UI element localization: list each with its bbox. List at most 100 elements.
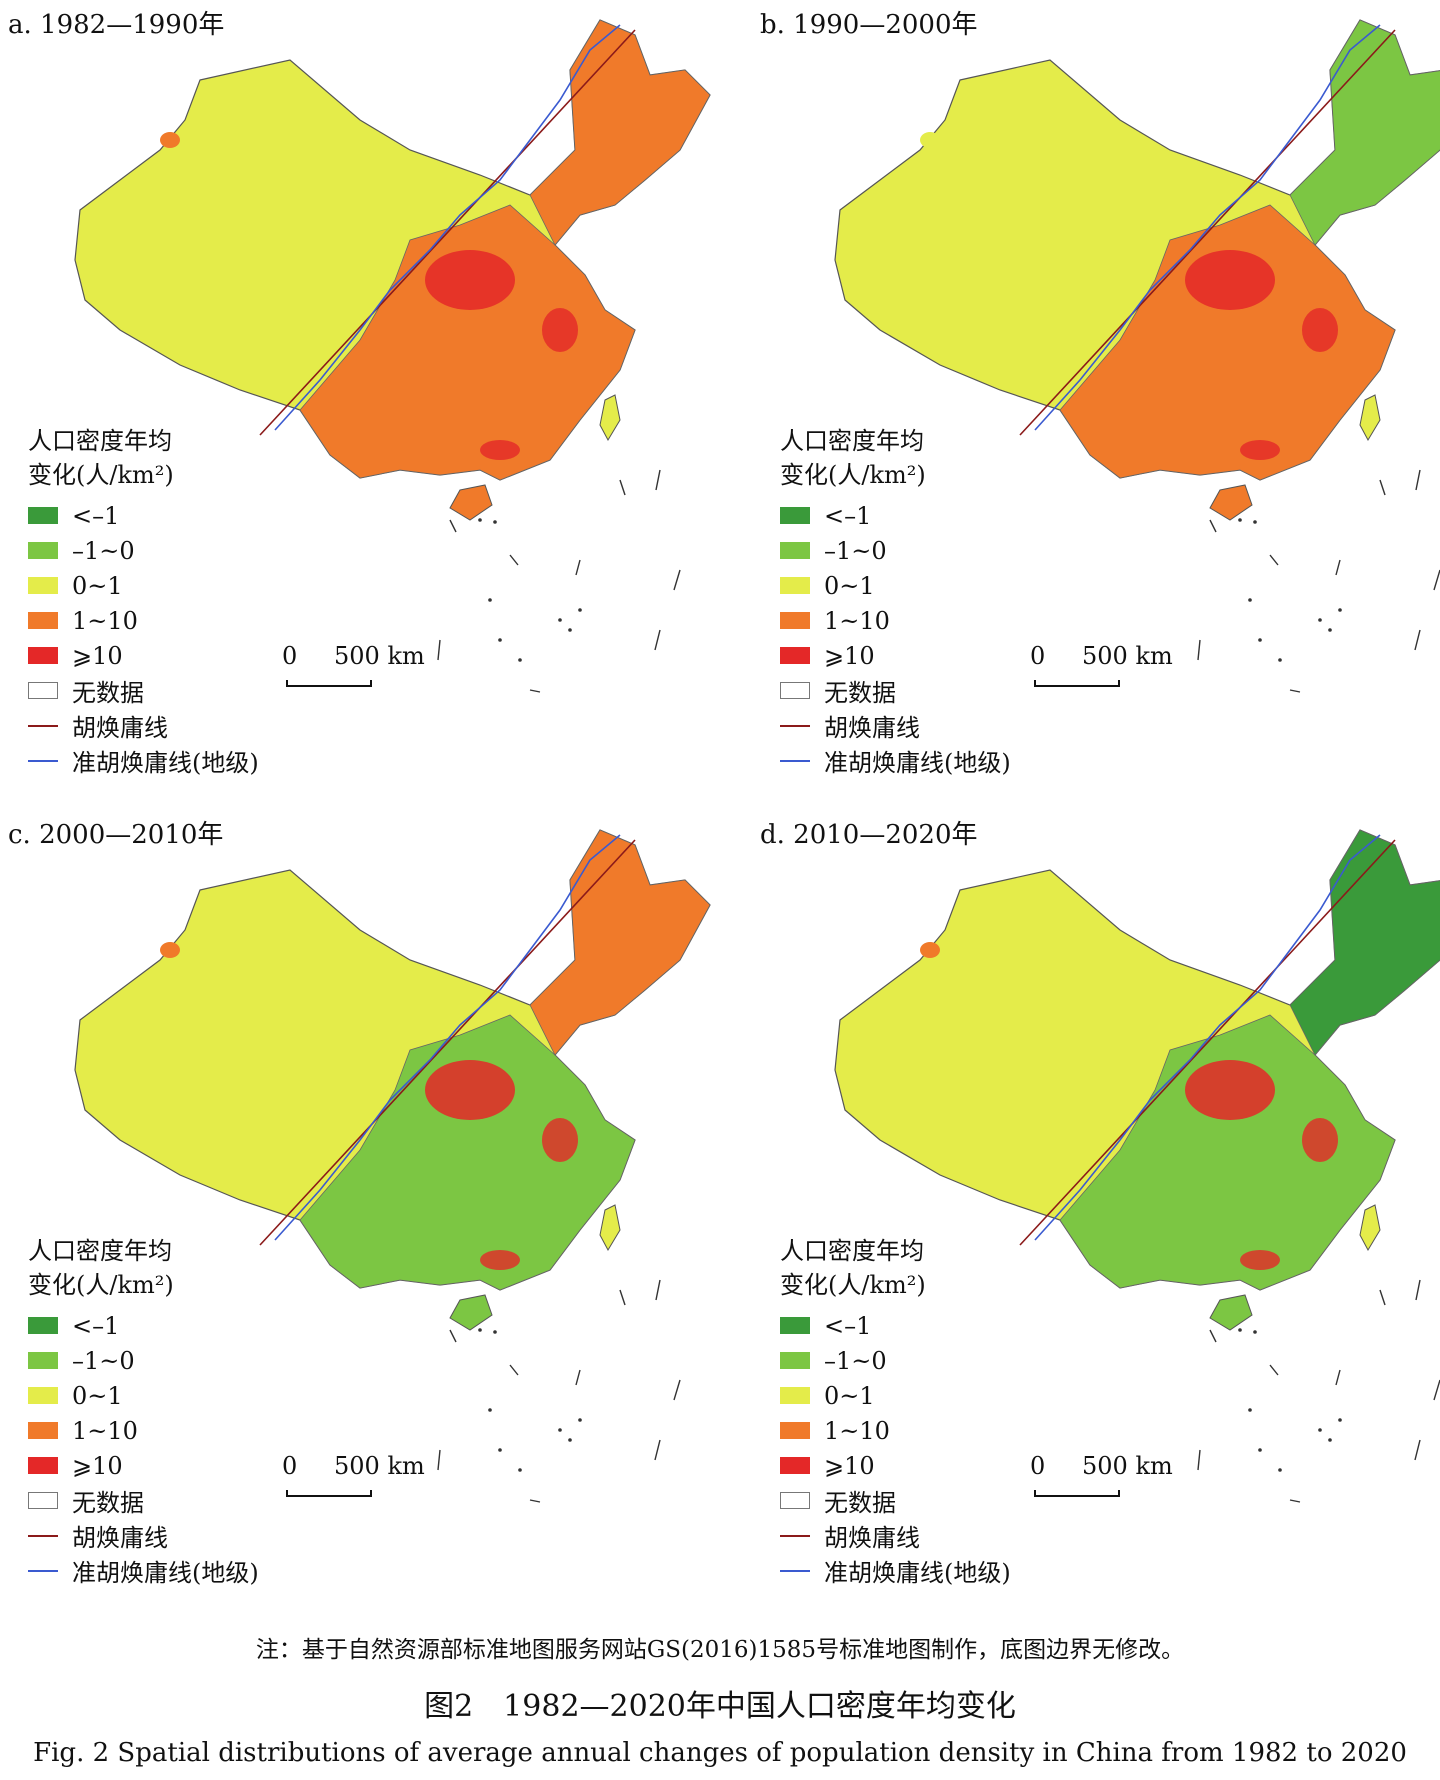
island-dot	[1238, 518, 1242, 522]
scale-distance: 500 km	[1082, 642, 1173, 670]
legend-label: –1~0	[824, 1346, 887, 1375]
scale-zero: 0	[282, 642, 298, 670]
island-dot	[1238, 1328, 1242, 1332]
high-growth-cluster	[1185, 250, 1275, 310]
legend-label: 胡焕庸线	[824, 1524, 920, 1552]
island-dot	[1253, 1330, 1257, 1334]
legend-label: –1~0	[824, 536, 887, 565]
legend-swatch	[28, 682, 58, 699]
island-dot	[498, 1448, 502, 1452]
high-growth-cluster	[425, 1060, 515, 1120]
island-mark	[1415, 1279, 1421, 1301]
scale-distance: 500 km	[334, 1452, 425, 1480]
scale-distance: 500 km	[1082, 1452, 1173, 1480]
island-dot	[493, 520, 497, 524]
south-china-sea-islands	[1197, 1279, 1440, 1503]
legend-swatch	[780, 1387, 810, 1404]
china-map-d	[834, 829, 1440, 1503]
hainan-island	[1209, 1294, 1253, 1331]
island-dot	[1318, 618, 1322, 622]
island-mark	[1269, 1364, 1279, 1376]
island-mark	[1197, 639, 1201, 661]
scale-bar-d: 0 500 km	[1030, 1452, 1230, 1502]
legend-a: 人口密度年均 变化(人/km²) <–1 –1~0 0~1 1~10 ⩾10 无数据 胡焕庸…	[28, 424, 259, 778]
island-mark	[1379, 1289, 1386, 1306]
island-mark	[654, 629, 661, 651]
legend-label: 胡焕庸线	[824, 714, 920, 742]
scale-zero: 0	[282, 1452, 298, 1480]
legend-label: 无数据	[824, 679, 896, 707]
legend-label: 无数据	[72, 1489, 144, 1517]
legend-title-line1: 人口密度年均	[780, 1237, 924, 1265]
hainan-island	[449, 484, 493, 521]
legend-line-item: 胡焕庸线	[780, 708, 1011, 743]
island-dot	[558, 1428, 562, 1432]
legend-item: <–1	[28, 498, 259, 533]
legend-line-item: 胡焕庸线	[28, 1518, 259, 1553]
western-patch	[920, 132, 940, 148]
legend-item: –1~0	[28, 533, 259, 568]
island-mark	[655, 469, 661, 491]
legend-title-line1: 人口密度年均	[28, 1237, 172, 1265]
island-dot	[568, 1438, 572, 1442]
taiwan-island	[599, 394, 621, 442]
legend-item: ⩾10	[28, 1448, 259, 1483]
island-mark	[1335, 559, 1341, 576]
western-patch	[160, 942, 180, 958]
island-mark	[449, 519, 457, 533]
panel-title-b: b. 1990—2000年	[760, 10, 978, 40]
scale-zero: 0	[1030, 642, 1046, 670]
south-china-sea-islands	[1197, 469, 1440, 693]
hainan-island	[1209, 484, 1253, 521]
island-dot	[578, 608, 582, 612]
taiwan-island	[1359, 394, 1381, 442]
island-dot	[1328, 1438, 1332, 1442]
island-dot	[578, 1418, 582, 1422]
map-layer	[834, 829, 1440, 1503]
coastal-cluster	[542, 308, 578, 352]
legend-title-line1: 人口密度年均	[780, 427, 924, 455]
legend-item: 1~10	[28, 603, 259, 638]
taiwan-island	[1359, 1204, 1381, 1252]
legend-item: –1~0	[780, 533, 1011, 568]
eastern-region	[1059, 1014, 1396, 1291]
legend-line-swatch	[780, 724, 810, 727]
legend-item: 0~1	[28, 1378, 259, 1413]
legend-swatch	[780, 1317, 810, 1334]
northeast-region	[1289, 829, 1440, 1056]
hainan-island	[449, 1294, 493, 1331]
map-layer	[74, 829, 711, 1503]
northeast-region	[1289, 19, 1440, 246]
eastern-region	[1059, 204, 1396, 481]
island-mark	[654, 1439, 661, 1461]
island-mark	[509, 554, 519, 566]
coastal-cluster	[542, 1118, 578, 1162]
island-dot	[478, 518, 482, 522]
island-dot	[493, 1330, 497, 1334]
coastal-cluster	[1302, 308, 1338, 352]
legend-swatch	[28, 612, 58, 629]
legend-label: –1~0	[72, 1346, 135, 1375]
legend-label: ⩾10	[72, 641, 123, 670]
high-growth-cluster	[1185, 1060, 1275, 1120]
island-mark	[1289, 1499, 1301, 1503]
legend-swatch	[780, 507, 810, 524]
legend-line-swatch	[28, 759, 58, 762]
legend-swatch	[780, 612, 810, 629]
island-dot	[1253, 520, 1257, 524]
island-mark	[1433, 1379, 1440, 1401]
northeast-region	[529, 19, 711, 246]
legend-label: 1~10	[824, 1416, 890, 1445]
legend-item: ⩾10	[780, 1448, 1011, 1483]
legend-label: <–1	[824, 1311, 872, 1340]
legend-line-swatch	[28, 724, 58, 727]
island-mark	[1269, 554, 1279, 566]
legend-label: 无数据	[824, 1489, 896, 1517]
map-panel-c: c. 2000—2010年 人口密度年均 变化(人/km²) <–1 –1~0 0~…	[0, 810, 720, 1620]
island-mark	[437, 639, 441, 661]
legend-label: 准胡焕庸线(地级)	[72, 1559, 259, 1587]
island-dot	[1318, 1428, 1322, 1432]
island-dot	[558, 618, 562, 622]
legend-line-item: 准胡焕庸线(地级)	[28, 743, 259, 778]
island-dot	[1258, 1448, 1262, 1452]
